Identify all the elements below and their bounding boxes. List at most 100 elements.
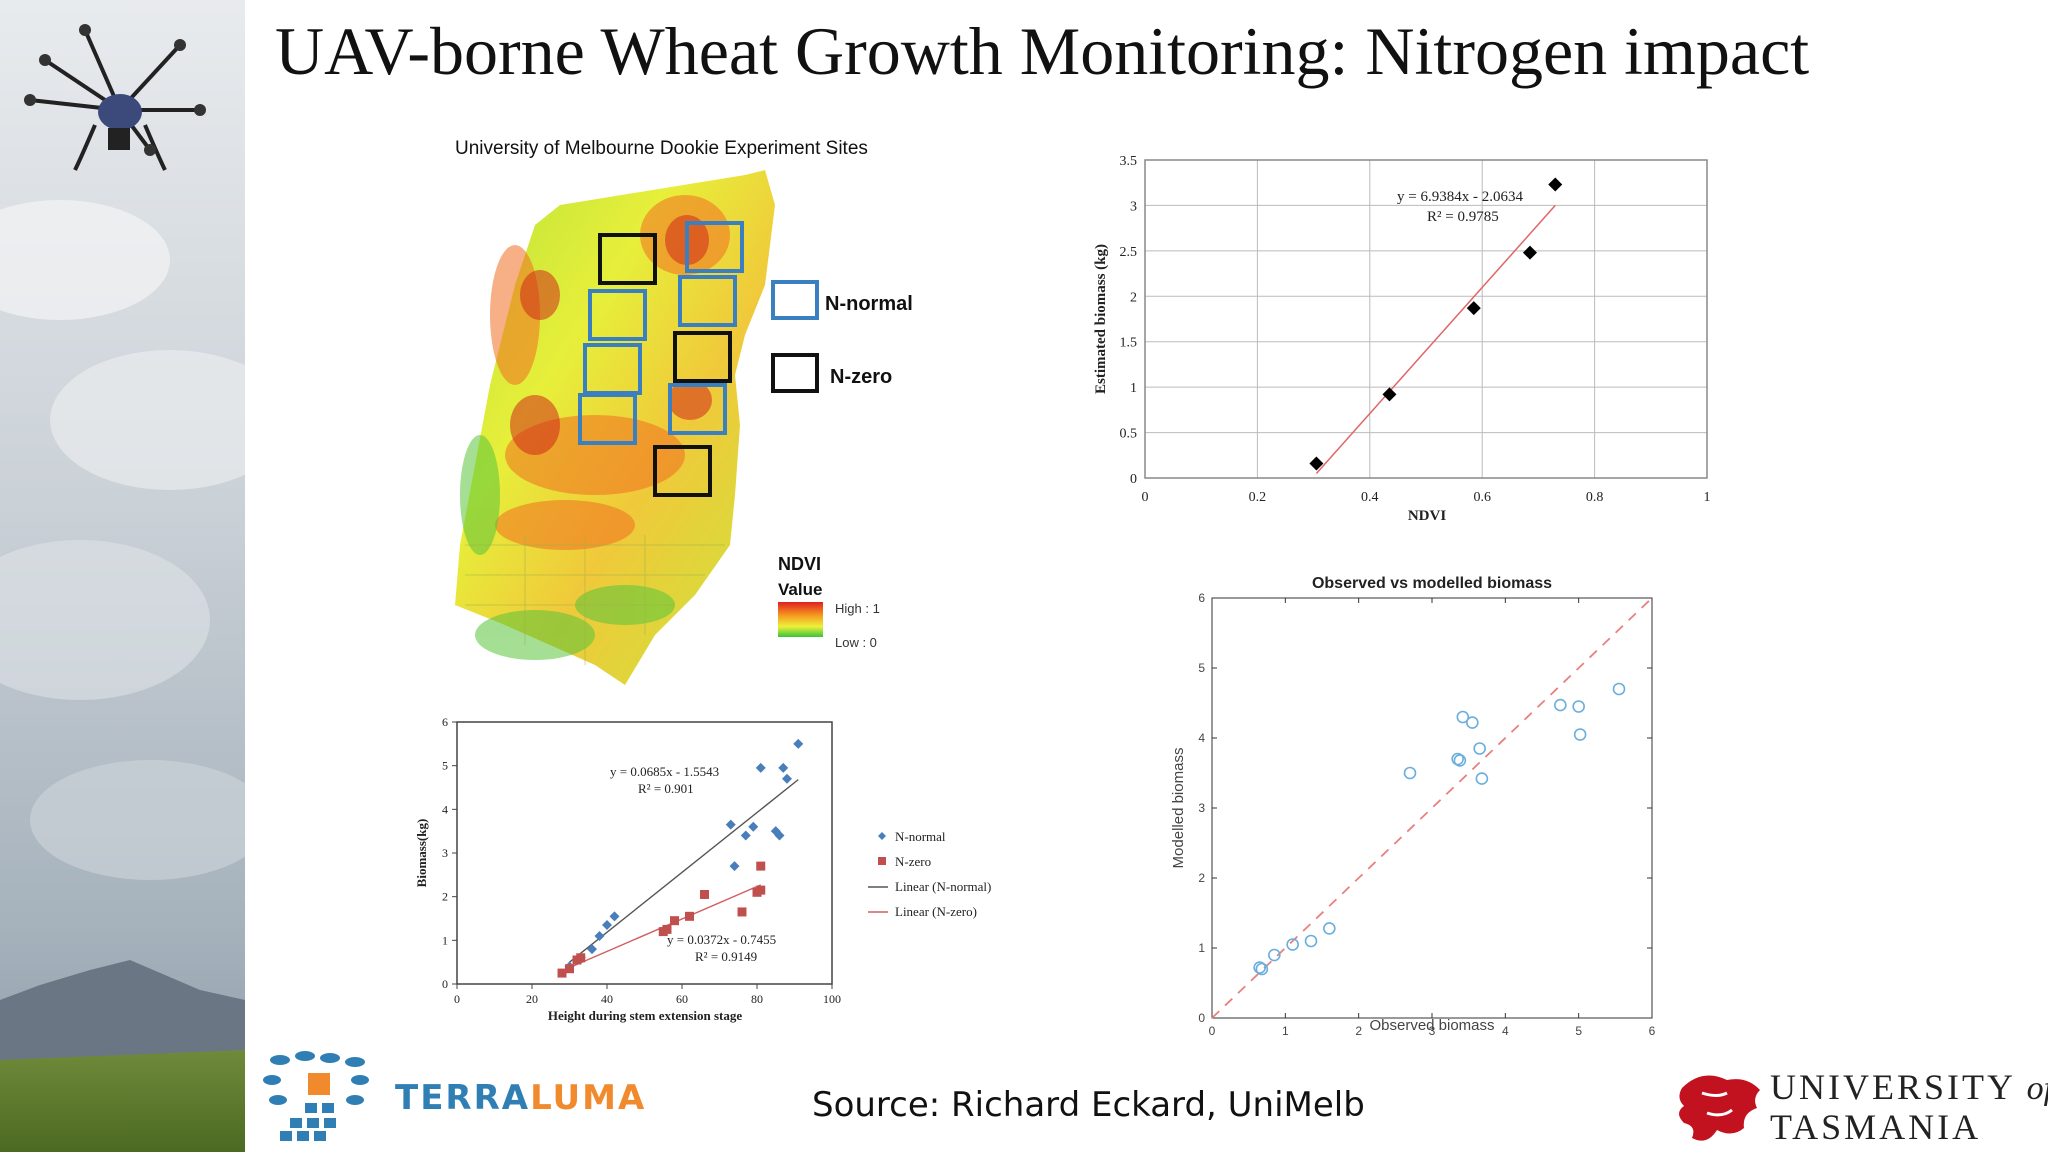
data-point — [1522, 245, 1537, 260]
legend-n-zero-marker — [878, 857, 886, 865]
plot-area — [1144, 159, 1708, 479]
y-tick-label: 3 — [442, 846, 448, 860]
data-point — [1473, 742, 1486, 755]
data-point-n-zero — [756, 861, 766, 871]
lion-crest-icon — [1679, 1075, 1760, 1141]
data-point — [1466, 716, 1479, 729]
x-tick-label: 5 — [1575, 1024, 1582, 1038]
y-tick-label: 0 — [1198, 1011, 1205, 1025]
data-point — [1453, 754, 1467, 767]
y-axis-label: Estimated biomass (kg) — [1093, 244, 1109, 394]
data-point — [1456, 710, 1470, 724]
data-point — [1286, 938, 1299, 951]
x-tick-label: 20 — [526, 992, 538, 1006]
legend-n-normal-label: N-normal — [825, 293, 913, 315]
x-tick-label: 2 — [1355, 1024, 1362, 1038]
data-point-n-zero — [565, 964, 574, 974]
data-point — [1382, 387, 1397, 402]
data-point — [1451, 752, 1464, 766]
data-point — [1475, 772, 1489, 785]
n-normal-r-squared: R² = 0.901 — [638, 781, 694, 796]
data-point-n-zero — [737, 907, 747, 917]
data-point-n-normal — [793, 738, 804, 749]
data-point-n-normal — [748, 821, 759, 832]
r-squared: R² = 0.9785 — [1427, 209, 1499, 225]
x-tick-label: 6 — [1649, 1024, 1656, 1038]
data-point — [1309, 456, 1324, 471]
terraluma-wordmark: TERRALUMA — [395, 1078, 647, 1118]
ndvi-high-label: High : 1 — [835, 601, 880, 616]
y-tick-label: 1.5 — [1120, 336, 1138, 351]
n-zero-r-squared: R² = 0.9149 — [695, 949, 757, 964]
x-tick-label: 0.6 — [1473, 490, 1491, 505]
height-biomass-chart: 0 20 40 60 80 100 0 1 2 3 4 5 6 y = 0.0685x - 1.5543… — [414, 715, 991, 1023]
plot-n-normal — [588, 289, 647, 341]
legend-n-zero-swatch — [771, 353, 819, 393]
data-point — [1255, 962, 1269, 976]
y-tick-label: 4 — [1198, 731, 1205, 745]
data-point-n-normal — [609, 911, 620, 922]
y-tick-label: 2.5 — [1120, 245, 1138, 260]
plot-n-normal — [685, 221, 744, 273]
x-tick-label: 80 — [751, 992, 763, 1006]
y-axis-label: Modelled biomass — [1170, 748, 1187, 869]
x-tick-label: 100 — [823, 992, 841, 1006]
data-point-n-normal — [740, 830, 751, 841]
legend-n-normal-label: N-normal — [895, 829, 946, 844]
data-point — [1573, 728, 1587, 741]
y-tick-label: 6 — [442, 715, 448, 729]
x-tick-label: 4 — [1502, 1024, 1509, 1038]
data-point — [1612, 682, 1626, 696]
x-tick-label: 0.4 — [1361, 490, 1379, 505]
y-tick-label: 3.5 — [1120, 154, 1138, 169]
ndvi-legend-title: NDVI — [778, 554, 821, 574]
data-point — [1253, 961, 1266, 974]
sidebar-sky-image — [0, 0, 245, 1152]
x-tick-label: 1 — [1704, 490, 1711, 505]
legend-linear-n-normal-label: Linear (N-normal) — [895, 879, 991, 894]
x-tick-label: 0 — [1209, 1024, 1216, 1038]
source-caption: Source: Richard Eckard, UniMelb — [812, 1085, 1365, 1125]
plot-n-normal — [678, 275, 737, 327]
data-point — [1268, 948, 1281, 962]
legend-n-normal-marker — [878, 832, 886, 840]
y-axis-label: Biomass(kg) — [414, 819, 429, 888]
slide-title: UAV-borne Wheat Growth Monitoring: Nitro… — [275, 13, 1810, 89]
y-tick-label: 0.5 — [1120, 427, 1138, 442]
legend-n-zero-label: N-zero — [830, 366, 892, 388]
x-axis-label: Height during stem extension stage — [548, 1008, 743, 1023]
data-point — [1466, 301, 1481, 316]
data-point-n-normal — [755, 762, 766, 773]
data-point-n-normal — [774, 830, 785, 841]
y-tick-label: 6 — [1198, 591, 1205, 605]
legend-n-zero-label: N-zero — [895, 854, 931, 869]
data-point-n-normal — [782, 773, 792, 784]
plot-n-zero — [653, 445, 712, 497]
x-tick-label: 60 — [676, 992, 688, 1006]
y-tick-label: 5 — [442, 759, 448, 773]
y-tick-label: 2 — [442, 890, 448, 904]
y-tick-label: 3 — [1130, 199, 1137, 214]
y-tick-label: 4 — [442, 802, 448, 816]
trendline — [1315, 204, 1556, 474]
trendline — [569, 779, 799, 963]
data-point-n-normal — [602, 920, 612, 931]
data-point-n-zero — [662, 924, 672, 934]
plot-n-zero — [598, 233, 657, 285]
x-tick-label: 0.2 — [1249, 490, 1267, 505]
y-tick-label: 0 — [442, 977, 448, 991]
data-point-n-zero — [756, 885, 766, 895]
regression-equation: y = 6.9384x - 2.0634 — [1397, 189, 1523, 205]
data-point-n-zero — [700, 889, 709, 899]
x-tick-label: 3 — [1429, 1024, 1436, 1038]
y-tick-label: 0 — [1130, 472, 1137, 487]
ndvi-colorbar — [778, 602, 823, 637]
plot-n-zero — [673, 331, 732, 383]
data-point — [1323, 922, 1336, 935]
y-tick-label: 1 — [1198, 941, 1205, 955]
data-point-n-zero — [557, 968, 567, 978]
ndvi-low-label: Low : 0 — [835, 635, 877, 650]
terraluma-logo-icon — [263, 1051, 369, 1141]
data-point — [1304, 934, 1318, 948]
data-point-n-zero — [670, 916, 679, 926]
